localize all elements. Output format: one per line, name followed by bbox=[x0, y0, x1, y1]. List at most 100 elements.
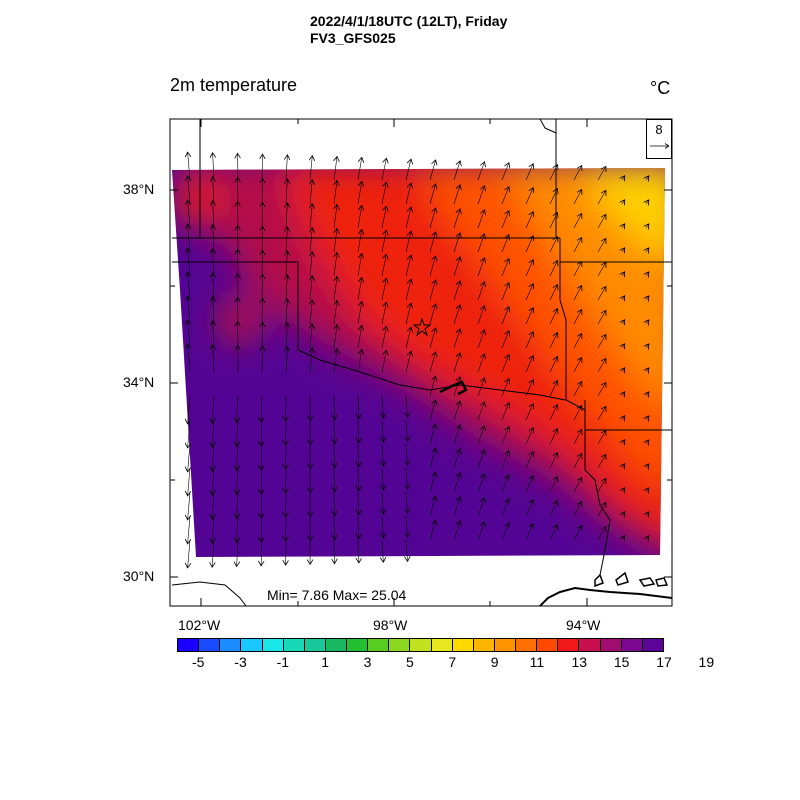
wind-vector bbox=[525, 188, 533, 205]
wind-vector bbox=[188, 515, 190, 544]
wind-vector bbox=[646, 464, 649, 468]
wind-vector bbox=[549, 525, 558, 541]
wind-vector bbox=[525, 332, 533, 349]
colorbar-tick-label: 1 bbox=[321, 654, 330, 670]
wind-vector bbox=[453, 209, 460, 229]
wind-vector bbox=[429, 304, 436, 325]
wind-vector bbox=[358, 539, 359, 563]
wind-vector bbox=[646, 272, 649, 276]
wind-vector bbox=[549, 453, 558, 469]
wind-vector bbox=[405, 255, 411, 277]
wind-vector bbox=[549, 285, 558, 301]
wind-vector bbox=[525, 404, 533, 421]
wind-vector bbox=[405, 159, 411, 181]
wind-vector bbox=[477, 186, 485, 205]
wind-vector bbox=[573, 430, 582, 445]
wind-vector bbox=[477, 474, 485, 493]
wind-vector bbox=[477, 282, 485, 301]
wind-vector bbox=[405, 279, 411, 301]
wind-vector bbox=[334, 325, 337, 349]
wind-vector bbox=[477, 354, 485, 373]
wind-vector bbox=[357, 181, 362, 205]
wind-vector bbox=[597, 286, 606, 301]
wind-vector bbox=[549, 333, 558, 349]
wind-vector bbox=[501, 403, 509, 421]
wind-vector bbox=[549, 381, 558, 397]
wind-vector bbox=[477, 234, 485, 253]
wind-vector bbox=[597, 166, 606, 181]
colorbar-tick-label: 19 bbox=[698, 654, 715, 670]
wind-vector bbox=[262, 154, 263, 181]
wind-vector bbox=[406, 467, 408, 489]
colorbar-swatch bbox=[579, 638, 601, 652]
wind-vector bbox=[188, 443, 190, 472]
wind-vector bbox=[501, 427, 509, 445]
colorbar-swatch bbox=[389, 638, 411, 652]
wind-vector bbox=[213, 345, 214, 373]
wind-vector bbox=[501, 331, 509, 349]
wind-vector bbox=[429, 184, 436, 205]
wind-vector bbox=[501, 475, 509, 493]
wind-vector bbox=[261, 395, 262, 422]
wind-vector bbox=[622, 296, 625, 300]
wind-vector bbox=[334, 467, 335, 492]
wind-vector bbox=[501, 523, 509, 541]
wind-vector bbox=[357, 157, 362, 181]
colorbar-swatch bbox=[621, 638, 643, 652]
wind-vector bbox=[646, 344, 649, 348]
wind-vector bbox=[646, 512, 649, 516]
wind-vector bbox=[429, 328, 436, 349]
wind-vector bbox=[597, 502, 606, 517]
wind-vector bbox=[237, 443, 238, 471]
state-borders bbox=[171, 119, 672, 606]
wind-vector bbox=[334, 157, 337, 181]
wind-vector bbox=[501, 211, 509, 229]
colorbar-swatch bbox=[325, 638, 347, 652]
wind-vector bbox=[381, 326, 386, 349]
wind-vector bbox=[549, 357, 558, 373]
wind-vector bbox=[382, 443, 383, 466]
wind-vector bbox=[358, 443, 359, 467]
star-icon bbox=[412, 317, 432, 337]
wind-vector bbox=[381, 302, 386, 325]
wind-vector bbox=[549, 501, 558, 517]
wind-vector bbox=[573, 382, 582, 397]
wind-vector bbox=[357, 325, 362, 349]
wind-vector bbox=[573, 310, 582, 325]
wind-vector bbox=[310, 156, 312, 181]
wind-vector bbox=[646, 296, 649, 300]
wind-vector bbox=[646, 200, 649, 204]
colorbar-swatch bbox=[516, 638, 538, 652]
lon-label-94w: 94°W bbox=[566, 617, 601, 633]
wind-vector bbox=[453, 305, 460, 325]
colorbar-swatch bbox=[410, 638, 432, 652]
colorbar-tick-label: -3 bbox=[234, 654, 247, 670]
wind-vector bbox=[549, 261, 558, 277]
wind-vector bbox=[188, 395, 190, 424]
lat-label-38n: 38°N bbox=[123, 181, 155, 197]
vector-reference-value: 8 bbox=[655, 122, 663, 137]
wind-vector bbox=[334, 539, 335, 564]
colorbar-swatch bbox=[368, 638, 390, 652]
wind-vector bbox=[477, 378, 485, 397]
wind-vector bbox=[597, 430, 606, 445]
wind-vector bbox=[212, 419, 214, 447]
wind-vector bbox=[501, 259, 509, 277]
colorbar-tick-label: 15 bbox=[613, 654, 630, 670]
wind-vector bbox=[188, 539, 190, 568]
wind-vector bbox=[573, 334, 582, 349]
wind-vector bbox=[405, 207, 411, 229]
wind-vector bbox=[597, 190, 606, 205]
wind-vector bbox=[429, 160, 436, 181]
wind-vector bbox=[262, 274, 263, 301]
wind-vector bbox=[286, 275, 287, 301]
arrow-right-icon bbox=[650, 143, 669, 149]
wind-vector bbox=[357, 301, 362, 325]
colorbar-tick-label: 3 bbox=[363, 654, 372, 670]
wind-vector bbox=[525, 476, 533, 493]
wind-vector bbox=[525, 260, 533, 277]
wind-vector bbox=[261, 515, 262, 542]
wind-vector bbox=[549, 477, 558, 493]
wind-vector bbox=[573, 190, 582, 205]
wind-vector bbox=[286, 179, 287, 205]
